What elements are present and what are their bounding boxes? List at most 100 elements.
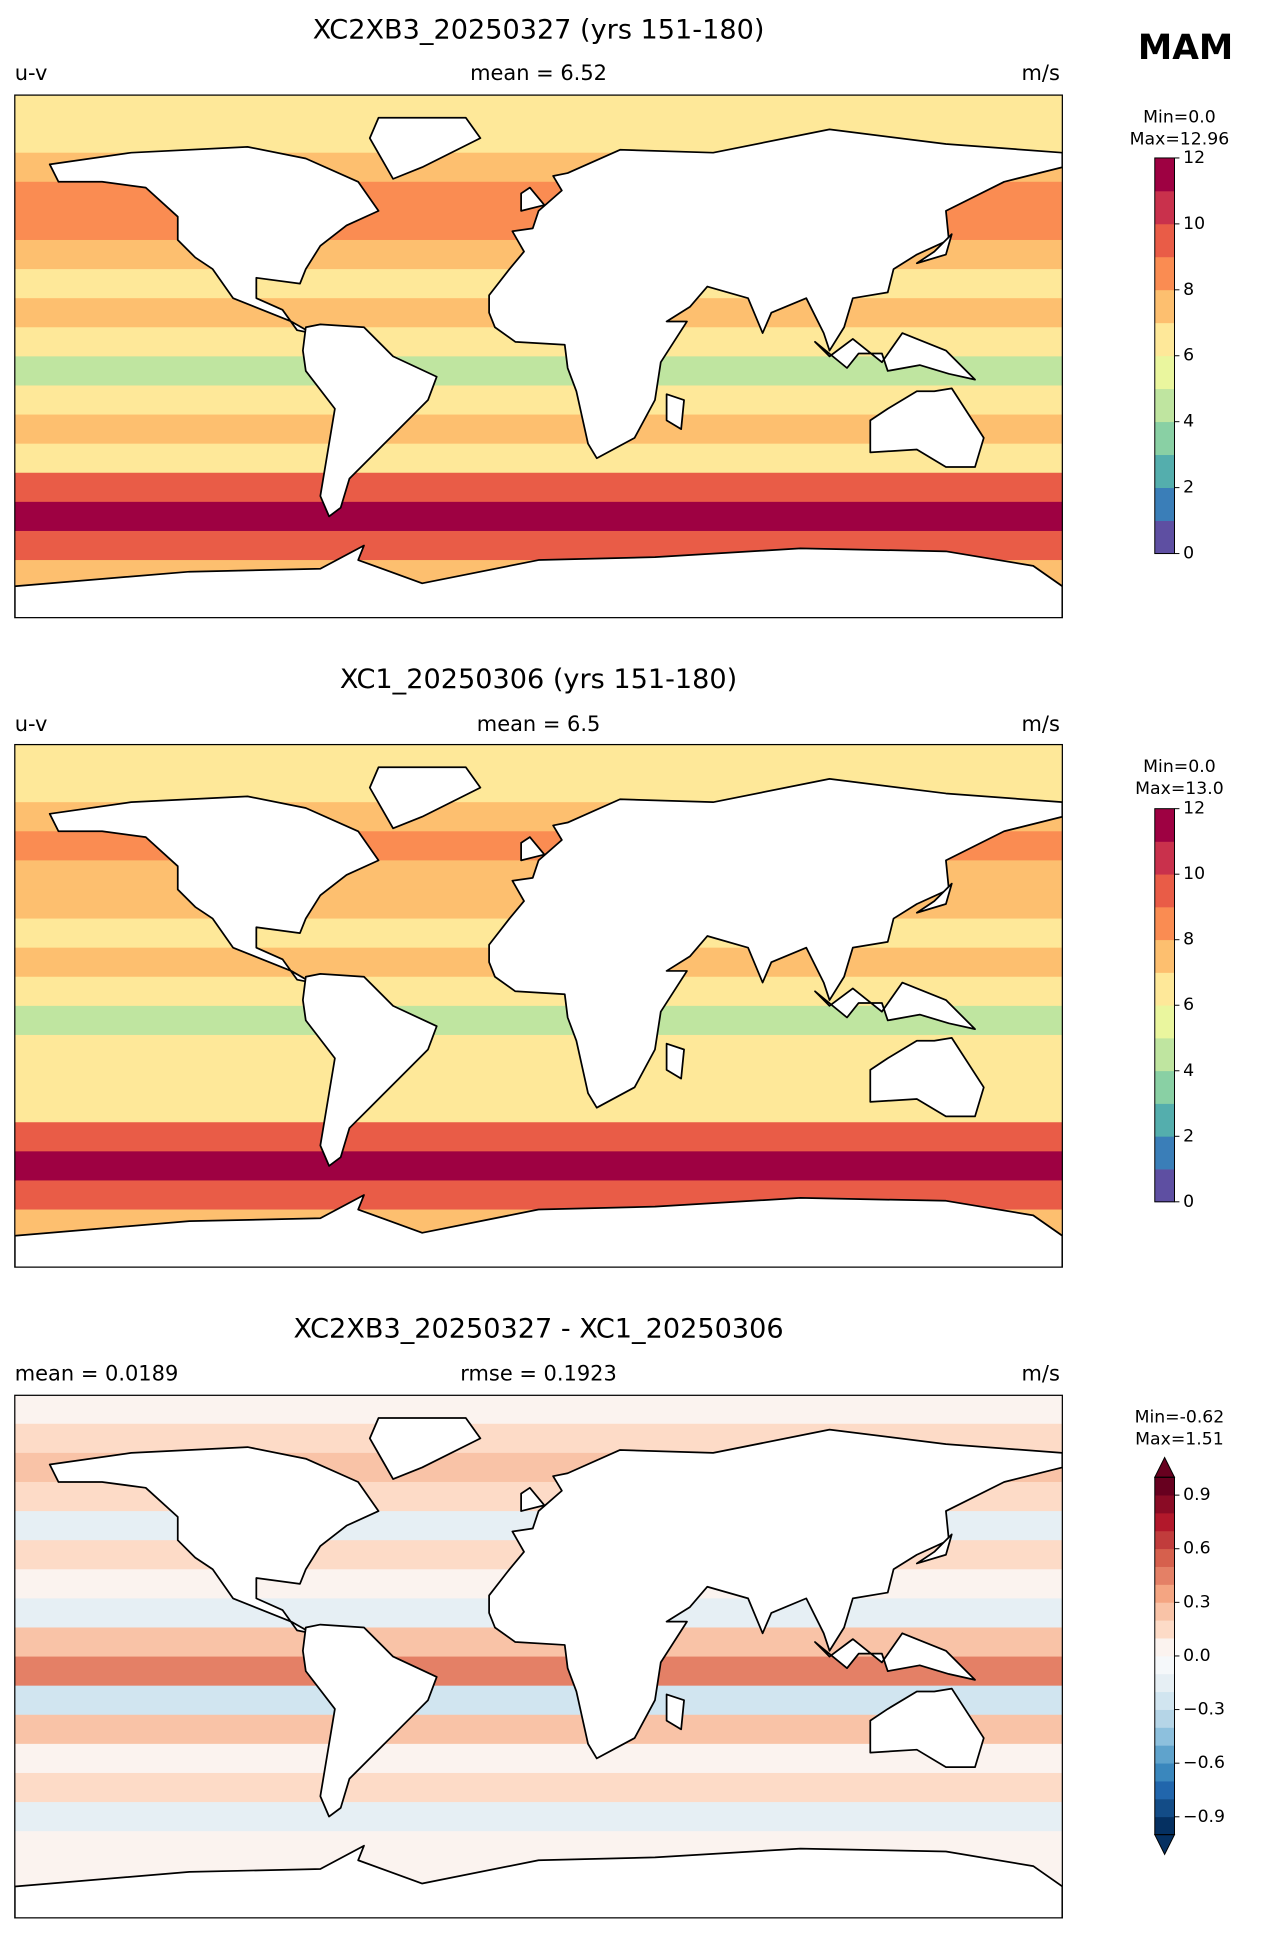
colorbar-segment: [1154, 1816, 1175, 1836]
colorbar-segment: [1154, 1136, 1175, 1170]
colorbar-tick-label: 4: [1183, 412, 1194, 432]
field-band: [14, 95, 1063, 125]
colorbar-segment: [1154, 388, 1175, 423]
field-band: [14, 1122, 1063, 1152]
field-band: [14, 1802, 1063, 1832]
colorbar-segment: [1154, 190, 1175, 225]
colorbar-segment: [1154, 520, 1175, 554]
colorbar-tick-label: 6: [1183, 346, 1194, 366]
map-frame: [14, 94, 1063, 619]
colorbar-segment: [1154, 1673, 1175, 1693]
colorbar-segment: [1154, 841, 1175, 875]
colorbar-segment: [1154, 1548, 1175, 1567]
colorbar-segment: [1154, 1584, 1175, 1603]
colorbar-segment: [1154, 939, 1175, 973]
colorbar-segment: [1154, 1602, 1175, 1621]
colorbar-segment: [1154, 1691, 1175, 1710]
colorbar-segment: [1154, 1620, 1175, 1639]
field-band: [14, 1151, 1063, 1182]
map: [14, 1395, 1063, 1918]
max-label: Max=1.51: [1135, 1430, 1224, 1450]
colorbar-segment: [1154, 1566, 1175, 1585]
colorbar-tick-label: 0: [1183, 1192, 1194, 1212]
colorbar-segment: [1154, 1745, 1175, 1764]
colorbar-segment: [1154, 1070, 1175, 1104]
colorbar-segment: [1154, 1798, 1175, 1818]
colorbar-tick-label: 12: [1183, 148, 1205, 168]
colorbar-segment: [1154, 454, 1175, 488]
units-label: m/s: [1022, 1361, 1060, 1385]
colorbar-tick-label: 4: [1183, 1061, 1194, 1081]
colorbar-segment: [1154, 223, 1175, 258]
colorbar-segment: [1154, 1727, 1175, 1746]
colorbar-segment: [1154, 906, 1175, 941]
season-label: MAM: [1138, 28, 1233, 68]
colorbar-segment: [1154, 1477, 1175, 1496]
map: [14, 744, 1063, 1268]
center-label: mean = 6.5: [477, 712, 601, 736]
map-frame: [14, 1394, 1063, 1919]
colorbar-segment: [1154, 1169, 1175, 1203]
colorbar-segment: [1154, 1763, 1175, 1782]
colorbar-tick-label: 0.3: [1183, 1592, 1210, 1612]
colorbar-segment: [1154, 487, 1175, 521]
colorbar-tick-label: −0.3: [1183, 1700, 1225, 1720]
colorbar-segment: [1154, 972, 1175, 1006]
colorbar-tick-label: 8: [1183, 280, 1194, 300]
colorbar-segment: [1154, 289, 1175, 324]
units-label: m/s: [1022, 61, 1060, 85]
left-label: u-v: [15, 712, 48, 736]
center-label: rmse = 0.1923: [460, 1361, 617, 1385]
colorbar-tick-label: 0.9: [1183, 1485, 1210, 1505]
colorbar-extend: [1153, 1834, 1176, 1856]
colorbar-segment: [1154, 1709, 1175, 1728]
field-band: [14, 501, 1063, 532]
colorbar-tick-label: 10: [1183, 214, 1205, 234]
panel-title: XC2XB3_20250327 - XC1_20250306: [294, 1313, 784, 1344]
colorbar-segment: [1154, 157, 1175, 192]
colorbar-tick-label: 2: [1183, 478, 1194, 498]
colorbar-segment: [1154, 1781, 1175, 1800]
colorbar-segment: [1154, 1495, 1175, 1514]
colorbar-extend: [1153, 1456, 1176, 1478]
left-label: mean = 0.0189: [15, 1361, 179, 1385]
colorbar-tick-label: 0.0: [1183, 1646, 1210, 1666]
colorbar-segment: [1154, 1638, 1175, 1657]
panel-title: XC1_20250306 (yrs 151-180): [340, 664, 737, 695]
min-label: Min=-0.62: [1135, 1407, 1225, 1427]
left-label: u-v: [15, 61, 48, 85]
field-band: [14, 1395, 1063, 1425]
colorbar-segment: [1154, 256, 1175, 291]
colorbar-tick-label: −0.6: [1183, 1753, 1225, 1773]
panel-title: XC2XB3_20250327 (yrs 151-180): [313, 15, 765, 46]
colorbar-tick-label: 2: [1183, 1126, 1194, 1146]
colorbar-tick-label: 6: [1183, 995, 1194, 1015]
colorbar-segment: [1154, 1512, 1175, 1532]
map-frame: [14, 743, 1063, 1268]
max-label: Max=12.96: [1130, 129, 1230, 149]
colorbar-tick-label: 8: [1183, 930, 1194, 950]
min-label: Min=0.0: [1143, 757, 1216, 777]
colorbar-segment: [1154, 1005, 1175, 1039]
colorbar-tick-label: 0: [1183, 544, 1194, 564]
center-label: mean = 6.52: [470, 61, 607, 85]
colorbar-segment: [1154, 1530, 1175, 1550]
field-band: [14, 744, 1063, 774]
colorbar-tick-label: 12: [1183, 799, 1205, 819]
field-band: [14, 1772, 1063, 1803]
colorbar-segment: [1154, 322, 1175, 357]
colorbar-segment: [1154, 1103, 1175, 1137]
colorbar-segment: [1154, 355, 1175, 390]
colorbar-segment: [1154, 874, 1175, 908]
units-label: m/s: [1022, 712, 1060, 736]
map: [14, 95, 1063, 618]
colorbar-segment: [1154, 421, 1175, 456]
colorbar-segment: [1154, 1038, 1175, 1072]
colorbar-tick-label: 0.6: [1183, 1539, 1210, 1559]
min-label: Min=0.0: [1143, 107, 1216, 127]
field-band: [14, 472, 1063, 503]
max-label: Max=13.0: [1135, 779, 1224, 799]
colorbar-segment: [1154, 1655, 1175, 1675]
